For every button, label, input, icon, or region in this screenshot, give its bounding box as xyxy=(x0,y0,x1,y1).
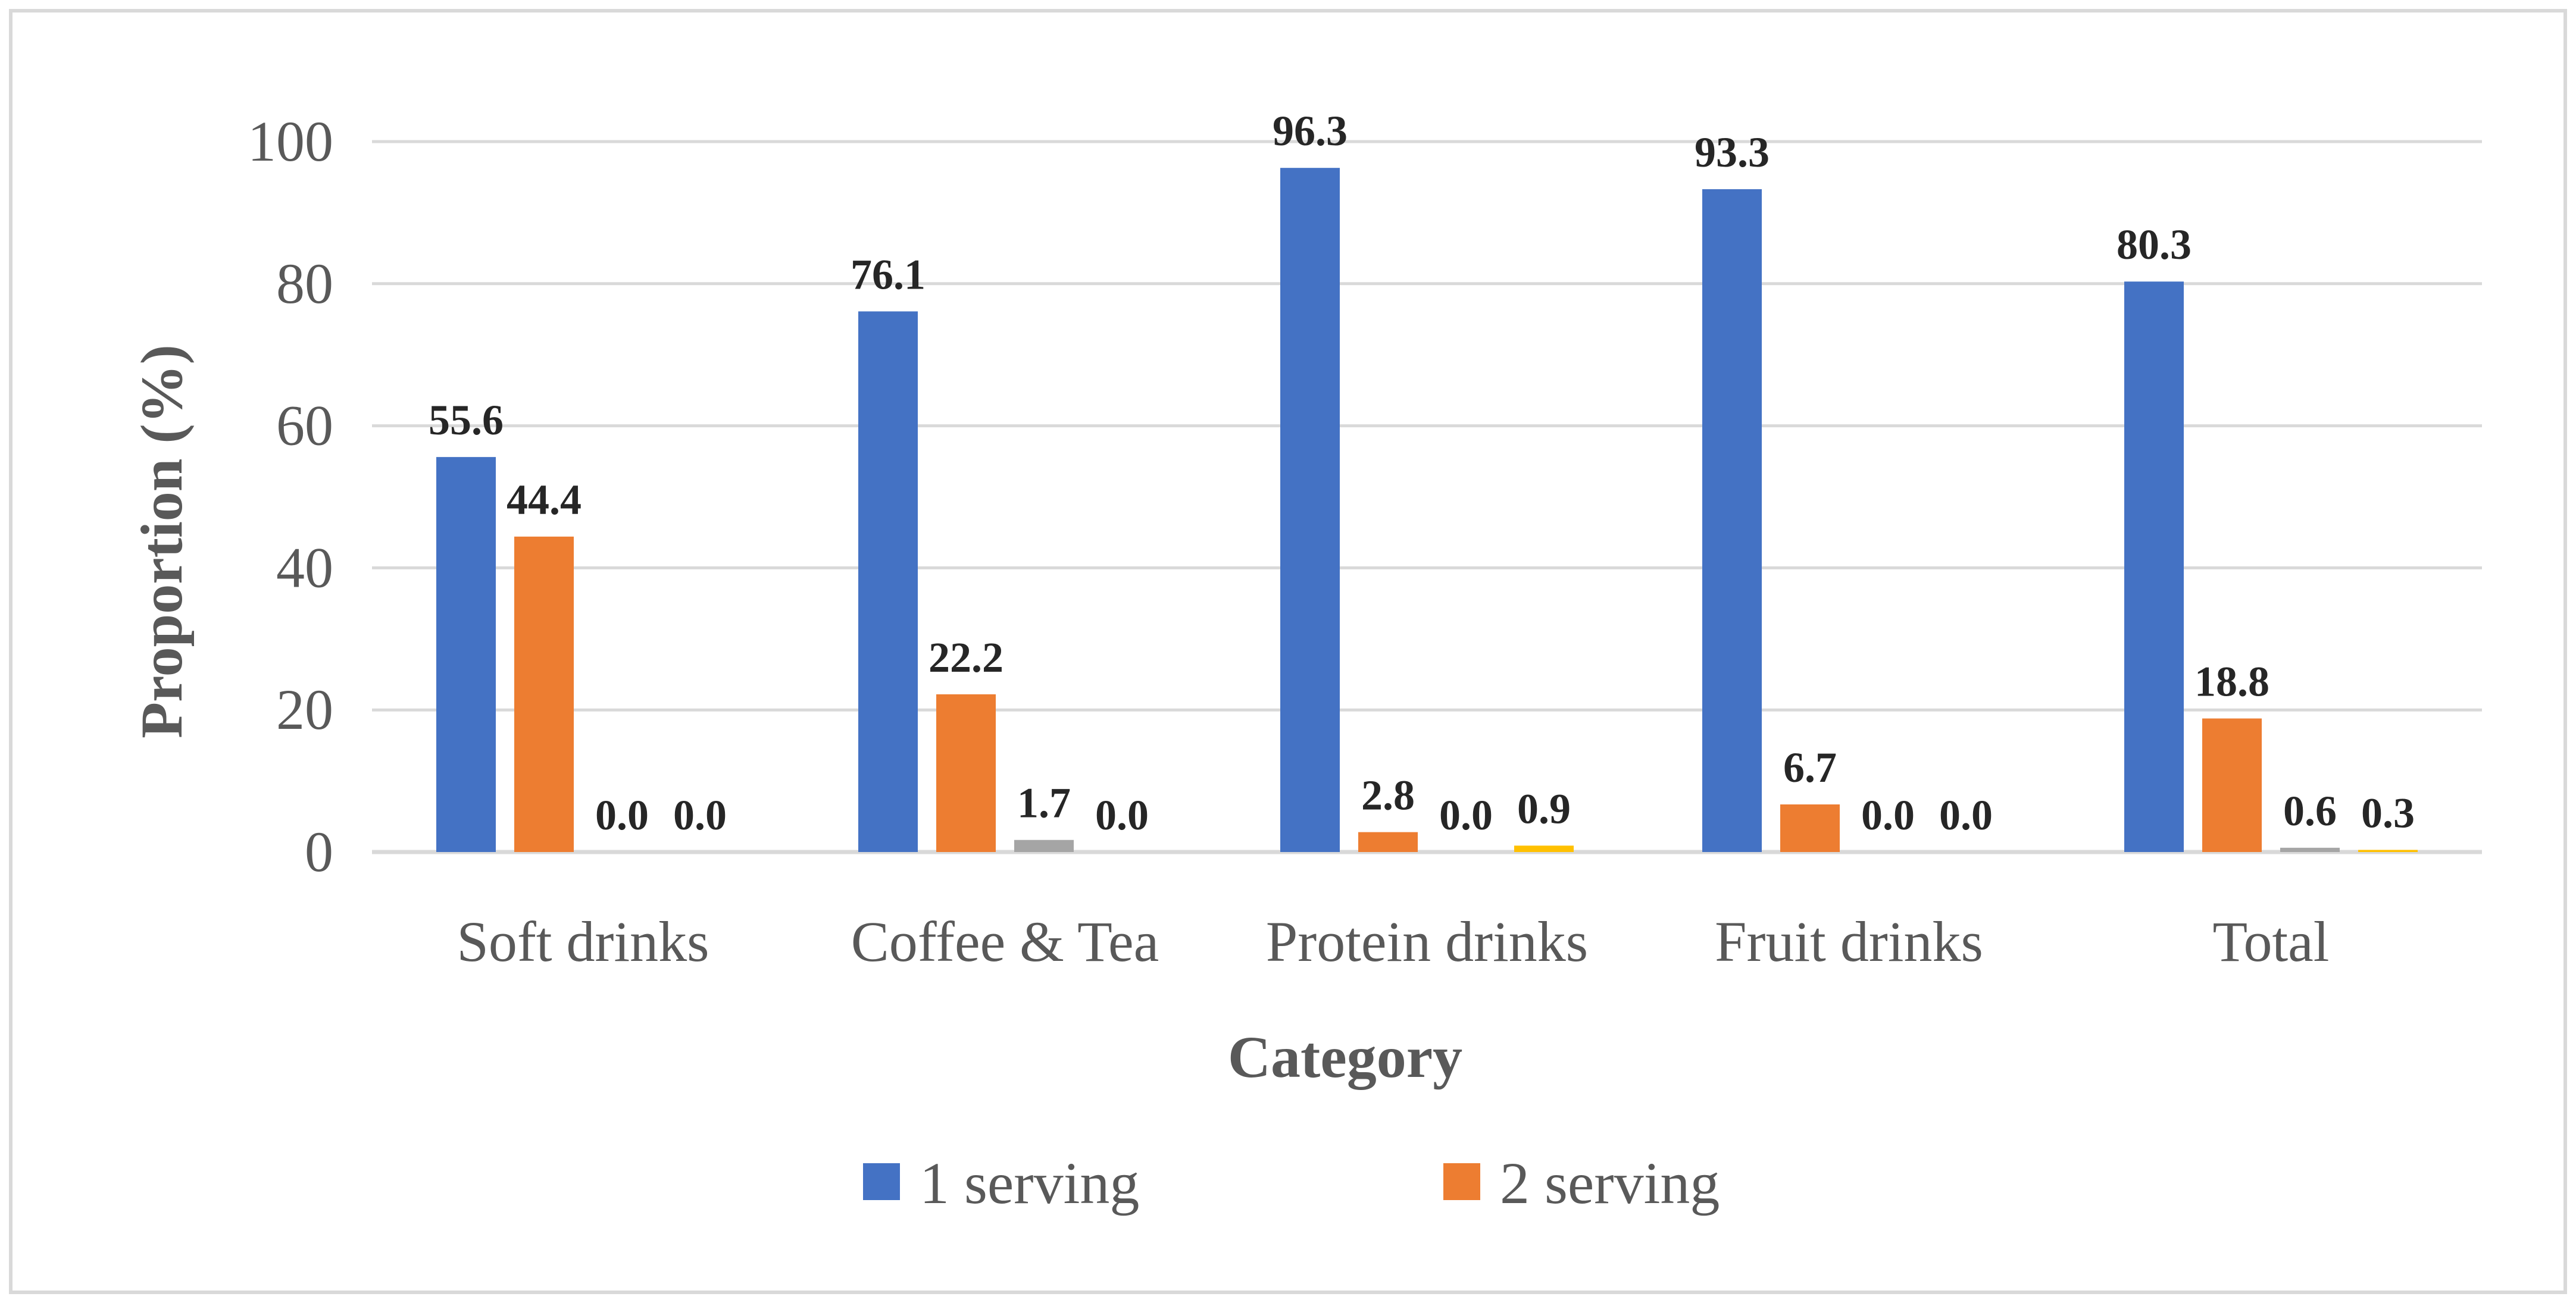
y-tick-label: 40 xyxy=(276,535,333,599)
data-label: 44.4 xyxy=(507,476,582,524)
data-label: 0.0 xyxy=(673,791,727,839)
legend-swatch xyxy=(863,1163,900,1200)
x-tick-label: Protein drinks xyxy=(1266,910,1588,973)
legend-swatch xyxy=(1443,1163,1480,1200)
data-label: 93.3 xyxy=(1695,129,1770,176)
bar xyxy=(1514,845,1574,852)
data-label: 96.3 xyxy=(1273,107,1348,155)
x-tick-label: Soft drinks xyxy=(457,910,709,973)
y-tick-label: 100 xyxy=(248,109,333,173)
x-tick-label: Coffee & Tea xyxy=(851,910,1159,973)
data-label: 80.3 xyxy=(2117,221,2192,268)
y-tick-label: 0 xyxy=(305,820,333,884)
data-label: 0.0 xyxy=(1095,791,1149,839)
legend-label: 2 serving xyxy=(1500,1150,1720,1216)
bar xyxy=(2358,850,2418,852)
data-label: 6.7 xyxy=(1783,744,1837,791)
bar xyxy=(936,694,996,852)
y-tick-label: 60 xyxy=(276,394,333,458)
data-label: 1.7 xyxy=(1017,779,1071,827)
bar xyxy=(2202,718,2262,852)
bar xyxy=(436,457,496,852)
bar xyxy=(514,536,574,852)
bar xyxy=(2124,281,2184,852)
data-label: 0.0 xyxy=(595,791,649,839)
bar xyxy=(1014,840,1074,852)
y-tick-label: 20 xyxy=(276,678,333,741)
data-label: 0.9 xyxy=(1517,785,1571,832)
bar xyxy=(858,311,918,852)
bar xyxy=(1702,189,1762,852)
data-label: 18.8 xyxy=(2194,658,2269,706)
data-label: 0.0 xyxy=(1439,791,1493,839)
data-label: 22.2 xyxy=(929,634,1003,681)
x-tick-label: Total xyxy=(2213,910,2330,973)
data-label: 0.6 xyxy=(2283,787,2337,835)
y-tick-label: 80 xyxy=(276,252,333,315)
x-axis-title: Category xyxy=(1228,1024,1462,1090)
y-axis-title: Proportion (%) xyxy=(129,344,195,738)
bar xyxy=(2280,847,2340,852)
x-tick-label: Fruit drinks xyxy=(1715,910,1983,973)
bar xyxy=(1780,804,1840,852)
bar xyxy=(1358,832,1418,852)
data-label: 55.6 xyxy=(429,396,504,444)
legend: 1 serving 2 serving xyxy=(863,1150,1720,1216)
data-label: 2.8 xyxy=(1361,772,1415,819)
data-label: 0.0 xyxy=(1861,791,1915,839)
data-label: 0.3 xyxy=(2361,789,2415,837)
bar xyxy=(1280,168,1340,853)
legend-label: 1 serving xyxy=(920,1150,1139,1216)
data-label: 76.1 xyxy=(851,250,926,298)
data-label: 0.0 xyxy=(1939,791,1993,839)
